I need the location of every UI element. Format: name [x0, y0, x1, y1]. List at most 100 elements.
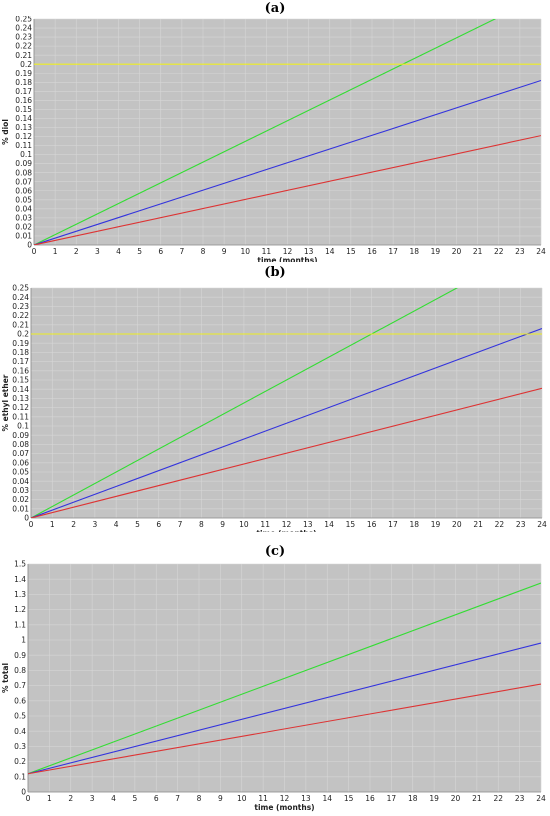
y-tick-label: 0.14	[15, 114, 32, 123]
series-line-1	[31, 327, 542, 518]
x-tick-label: 16	[365, 794, 375, 803]
series-line-2	[34, 135, 541, 245]
y-tick-label: 1	[21, 636, 26, 645]
x-tick-label: 17	[388, 520, 398, 529]
chart-b: 0 1 2 3 4 5 6 7 8 9 10 11 12 13 14 15 16 17 18 19 20 21 22 23 24…	[1, 284, 547, 532]
x-tick-label: 14	[325, 247, 335, 256]
y-tick-label: 0.16	[15, 96, 32, 105]
x-tick-label: 14	[324, 520, 334, 529]
y-tick-label: 0.02	[15, 223, 32, 232]
x-tick-label: 11	[260, 520, 270, 529]
y-tick-label: 0.1	[14, 772, 26, 781]
x-tick-label: 21	[472, 794, 482, 803]
y-tick-label: 0	[24, 514, 29, 523]
y-tick-label: 0.08	[15, 168, 32, 177]
y-axis-title: % diol	[1, 119, 10, 145]
x-tick-label: 5	[132, 794, 137, 803]
y-tick-label: 0.13	[12, 394, 29, 403]
x-tick-label: 9	[218, 794, 223, 803]
y-tick-label: 0.05	[15, 195, 32, 204]
x-tick-label: 9	[222, 247, 227, 256]
x-tick-label: 19	[431, 520, 441, 529]
y-tick-label: 0.01	[12, 504, 29, 513]
panel-b-label: (b)	[264, 265, 286, 280]
y-tick-label: 0.21	[12, 320, 29, 329]
y-tick-label: 0.11	[12, 412, 29, 421]
x-tick-label: 18	[409, 247, 419, 256]
y-tick-label: 0.21	[15, 51, 32, 60]
x-axis-title: time (months)	[254, 803, 314, 812]
x-tick-label: 10	[237, 794, 247, 803]
x-tick-label: 1	[53, 247, 58, 256]
y-tick-label: 0.17	[12, 357, 29, 366]
y-tick-label: 0.5	[14, 712, 26, 721]
y-tick-label: 0.15	[15, 105, 32, 114]
series-line-0	[31, 288, 458, 518]
y-tick-label: 0.17	[15, 87, 32, 96]
x-tick-label: 15	[346, 520, 356, 529]
y-axis-title: % total	[1, 663, 10, 693]
x-tick-label: 3	[95, 247, 100, 256]
y-tick-label: 0.07	[12, 449, 29, 458]
y-tick-label: 0.12	[12, 403, 29, 412]
x-tick-label: 18	[409, 520, 419, 529]
x-tick-label: 3	[90, 794, 95, 803]
y-tick-label: 0.1	[17, 422, 29, 431]
x-tick-label: 12	[282, 520, 292, 529]
x-tick-label: 4	[114, 520, 119, 529]
x-tick-label: 7	[178, 520, 183, 529]
x-tick-label: 9	[220, 520, 225, 529]
y-tick-label: 0.08	[12, 440, 29, 449]
y-axis-title: % ethyl ether	[1, 374, 10, 431]
x-tick-label: 11	[258, 794, 268, 803]
y-tick-label: 0.24	[15, 24, 32, 33]
y-tick-label: 0.25	[12, 284, 29, 293]
x-tick-label: 6	[154, 794, 159, 803]
x-tick-label: 7	[175, 794, 180, 803]
y-tick-label: 0.01	[15, 232, 32, 241]
x-tick-label: 12	[280, 794, 290, 803]
x-tick-label: 2	[68, 794, 73, 803]
y-tick-label: 0.3	[14, 742, 26, 751]
y-tick-label: 0.22	[12, 311, 29, 320]
x-tick-label: 6	[156, 520, 161, 529]
chart-c: 0 1 2 3 4 5 6 7 8 9 10 11 12 13 14 15 16 17 18 19 20 21 22 23 24…	[1, 560, 546, 812]
series-line-0	[28, 582, 541, 775]
y-tick-label: 0.22	[15, 42, 32, 51]
x-tick-label: 1	[50, 520, 55, 529]
x-tick-label: 1	[47, 794, 52, 803]
x-tick-label: 23	[516, 520, 526, 529]
y-tick-label: 0.05	[12, 468, 29, 477]
y-tick-label: 1.5	[14, 560, 26, 569]
y-tick-label: 0	[21, 788, 26, 797]
y-tick-label: 0.09	[12, 431, 29, 440]
y-tick-label: 0.4	[14, 727, 26, 736]
y-tick-label: 0.6	[14, 696, 26, 705]
x-tick-label: 8	[199, 520, 204, 529]
x-tick-label: 12	[283, 247, 293, 256]
y-tick-label: 1.4	[14, 575, 26, 584]
x-tick-label: 23	[515, 247, 525, 256]
x-tick-label: 0	[26, 794, 31, 803]
y-tick-label: 0.2	[20, 60, 32, 69]
x-tick-label: 21	[473, 520, 483, 529]
x-tick-label: 0	[32, 247, 37, 256]
y-tick-label: 0.04	[12, 477, 29, 486]
x-tick-label: 5	[137, 247, 142, 256]
y-tick-label: 0.1	[20, 150, 32, 159]
x-tick-label: 13	[304, 247, 314, 256]
y-tick-label: 0.7	[14, 681, 26, 690]
series-line-0	[34, 19, 497, 245]
x-tick-label: 15	[346, 247, 356, 256]
x-tick-label: 11	[262, 247, 272, 256]
x-tick-label: 3	[92, 520, 97, 529]
y-tick-label: 1.2	[14, 605, 26, 614]
y-tick-label: 1.3	[14, 590, 26, 599]
x-axis-title: time (months)	[257, 256, 317, 262]
x-tick-label: 16	[367, 520, 377, 529]
panel-c-label: (c)	[264, 544, 286, 559]
y-tick-label: 0.8	[14, 666, 26, 675]
x-tick-label: 22	[493, 794, 503, 803]
y-tick-label: 0.23	[12, 302, 29, 311]
x-tick-label: 13	[301, 794, 311, 803]
